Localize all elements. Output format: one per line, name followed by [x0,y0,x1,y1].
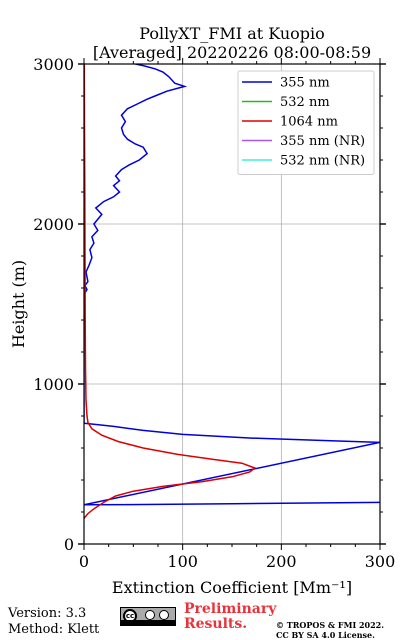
version-text: Version: 3.3 [8,606,87,621]
y-tick-label: 0 [64,535,74,554]
preliminary-results-note: Preliminary Results. [184,602,276,632]
chart-title-line2: [Averaged] 20220226 08:00-08:59 [93,43,371,62]
x-tick-label: 200 [266,552,297,571]
y-tick-label: 2000 [33,215,74,234]
method-text: Method: Klett [8,622,100,637]
series-line-355-nm [84,64,380,506]
chart: PollyXT_FMI at Kuopio [Averaged] 2022022… [9,24,395,597]
footer-info: Version: 3.3 Method: Klett [8,606,99,638]
attribution-icon [145,610,155,620]
share-alike-icon [159,610,169,620]
legend-label: 355 nm (NR) [280,134,365,149]
license-text: © TROPOS & FMI 2022. CC BY SA 4.0 Licens… [276,620,384,640]
series-line-1064-nm [84,64,257,519]
cc-license-badge: cc [120,607,176,626]
y-tick-label: 3000 [33,55,74,74]
badge-bar [121,620,175,625]
legend-label: 1064 nm [280,115,338,130]
y-axis-label: Height (m) [9,260,28,348]
y-tick-label: 1000 [33,375,74,394]
legend-label: 532 nm (NR) [280,154,365,169]
legend: 355 nm 532 nm 1064 nm 355 nm (NR) 532 nm (NR… [237,70,375,175]
x-tick-label: 100 [167,552,198,571]
x-tick-label: 0 [79,552,89,571]
series-group [84,64,380,519]
legend-label: 355 nm [280,76,330,91]
license-line1: © TROPOS & FMI 2022. [276,620,385,630]
legend-box [237,70,375,175]
chart-title-line1: PollyXT_FMI at Kuopio [139,24,325,43]
legend-label: 532 nm [280,95,330,110]
x-tick-label: 300 [365,552,396,571]
license-line2: CC BY SA 4.0 License. [276,630,375,640]
x-axis-label: Extinction Coefficient [Mm⁻¹] [112,578,352,597]
preliminary-line2: Results. [184,616,248,632]
preliminary-line1: Preliminary [184,601,277,617]
